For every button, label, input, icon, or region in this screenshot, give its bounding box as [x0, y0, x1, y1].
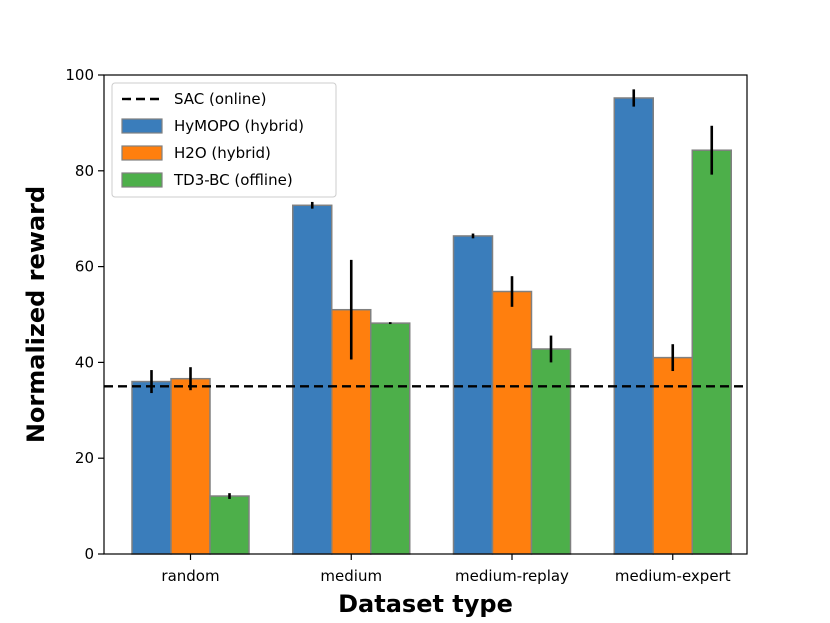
y-tick-label: 20 [75, 449, 94, 467]
bar-hymopo-medium-expert [613, 97, 654, 555]
x-axis: random medium medium-replay medium-expert [161, 554, 731, 585]
y-tick-label: 60 [75, 258, 94, 276]
y-axis: 0 20 40 60 80 100 [65, 66, 104, 563]
legend-swatch-hymopo [121, 118, 163, 134]
x-tick-label-random: random [161, 567, 219, 585]
legend-swatch-td3bc [121, 172, 163, 188]
error-bars-layer [150, 89, 714, 499]
bar-td3-bc-medium-replay [530, 348, 572, 555]
bars-layer [131, 97, 732, 555]
legend-label-hymopo: HyMOPO (hybrid) [174, 117, 304, 135]
bar-h2o-medium-replay [491, 290, 533, 555]
y-tick-label: 100 [65, 66, 94, 84]
bar-hymopo-medium [292, 204, 333, 555]
y-tick-label: 80 [75, 162, 94, 180]
legend-box [111, 82, 337, 198]
bar-td3-bc-random [209, 495, 250, 555]
bar-h2o-random [170, 377, 211, 555]
bar-hymopo-random [131, 380, 172, 555]
x-tick-label-medium: medium [320, 567, 382, 585]
legend-label-td3bc: TD3-BC (offline) [173, 171, 293, 189]
x-tick-label-medium-replay: medium-replay [455, 567, 569, 585]
y-tick-label: 40 [75, 353, 94, 371]
bar-hymopo-medium-replay [452, 235, 494, 555]
legend-label-h2o: H2O (hybrid) [174, 144, 271, 162]
x-axis-title: Dataset type [338, 590, 513, 618]
bar-td3-bc-medium [370, 322, 411, 555]
y-tick-label: 0 [84, 545, 94, 563]
y-axis-title: Normalized reward [22, 186, 50, 443]
bar-td3-bc-medium-expert [691, 149, 732, 555]
legend: SAC (online) HyMOPO (hybrid) H2O (hybrid… [111, 82, 337, 198]
legend-swatch-h2o [121, 145, 163, 161]
x-tick-label-medium-expert: medium-expert [615, 567, 731, 585]
legend-label-sac: SAC (online) [174, 90, 267, 108]
plot-area-frame [103, 74, 748, 555]
